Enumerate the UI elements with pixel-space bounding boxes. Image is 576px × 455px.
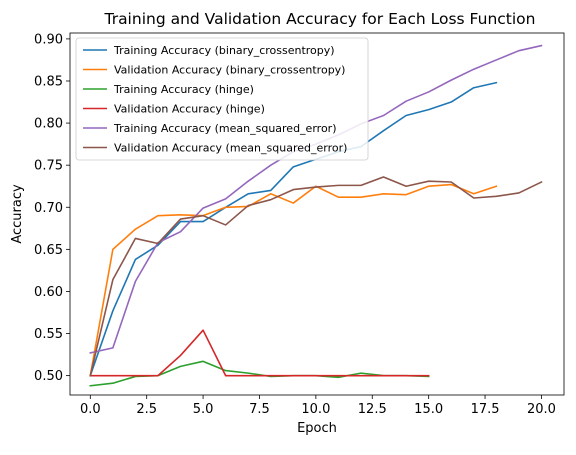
legend-entry-label: Training Accuracy (hinge) xyxy=(113,83,254,96)
legend-entry-label: Validation Accuracy (binary_crossentropy… xyxy=(114,64,345,77)
y-tick-label: 0.60 xyxy=(34,285,63,300)
y-axis-label: Accuracy xyxy=(10,184,25,244)
x-tick-label: 10.0 xyxy=(301,402,330,417)
legend-entry-label: Training Accuracy (mean_squared_error) xyxy=(113,122,336,135)
y-tick-label: 0.55 xyxy=(34,327,63,342)
plot-frame xyxy=(69,32,565,396)
y-tick-label: 0.65 xyxy=(34,243,63,258)
y-axis: 0.50 0.55 0.60 0.65 0.70 0.75 0.80 0.85 0.90 xyxy=(34,32,70,384)
x-tick-label: 5.0 xyxy=(193,402,214,417)
y-tick-label: 0.90 xyxy=(34,32,63,47)
x-axis-label: Epoch xyxy=(297,421,337,436)
y-tick-label: 0.50 xyxy=(34,369,63,384)
x-tick-label: 2.5 xyxy=(136,402,157,417)
y-tick-label: 0.75 xyxy=(34,159,63,174)
x-tick-label: 15.0 xyxy=(414,402,443,417)
series-line-2 xyxy=(89,183,498,377)
legend-box xyxy=(75,37,369,161)
series-layer xyxy=(89,44,543,387)
y-tick-label: 0.80 xyxy=(34,117,63,132)
x-tick-label: 0.0 xyxy=(80,402,101,417)
legend-entry-label: Validation Accuracy (mean_squared_error) xyxy=(114,142,347,155)
series-line-1 xyxy=(89,81,498,377)
legend-entry-label: Validation Accuracy (hinge) xyxy=(114,103,265,116)
x-tick-label: 12.5 xyxy=(358,402,387,417)
series-line-6 xyxy=(89,176,543,377)
x-tick-label: 7.5 xyxy=(249,402,270,417)
y-tick-label: 0.70 xyxy=(34,201,63,216)
legend-entry-label: Training Accuracy (binary_crossentropy) xyxy=(113,44,335,57)
series-line-4 xyxy=(89,329,430,377)
y-tick-label: 0.85 xyxy=(34,74,63,89)
x-tick-label: 17.5 xyxy=(471,402,500,417)
x-tick-label: 20.0 xyxy=(527,402,556,417)
x-axis: 0.0 2.5 5.0 7.5 10.0 12.5 15.0 17.5 20.0 xyxy=(80,395,556,417)
legend: Training Accuracy (binary_crossentropy) V… xyxy=(75,37,369,161)
chart-title: Training and Validation Accuracy for Eac… xyxy=(104,10,536,28)
